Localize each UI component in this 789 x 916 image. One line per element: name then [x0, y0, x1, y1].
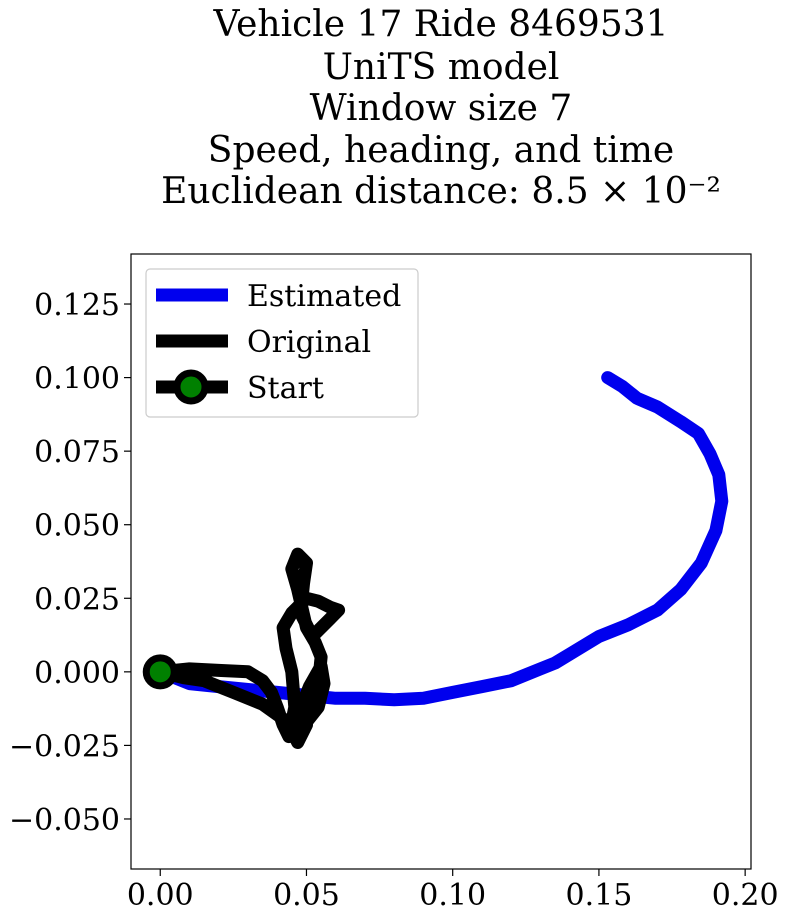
y-tick-label: −0.050 — [9, 803, 120, 838]
start-marker — [142, 654, 178, 690]
legend-start-marker — [173, 369, 209, 405]
series-line-estimated — [153, 371, 729, 707]
title-line-1: Vehicle 17 Ride 8469531 — [212, 4, 668, 45]
y-tick-label: −0.025 — [9, 729, 120, 764]
title-line-3: Window size 7 — [310, 88, 573, 129]
plot-area — [142, 371, 729, 749]
y-tick-label: 0.100 — [34, 362, 120, 397]
title-line-2: UniTS model — [323, 47, 560, 88]
series-line-original — [153, 547, 346, 749]
x-tick-label: 0.00 — [127, 878, 194, 913]
legend-label-estimated: Estimated — [247, 279, 401, 314]
y-tick-label: 0.125 — [34, 288, 120, 323]
legend-box — [145, 268, 419, 418]
legend-label-original: Original — [247, 325, 371, 360]
title-line-4: Speed, heading, and time — [208, 130, 674, 171]
title-line-5: Euclidean distance: 8.5 × 10⁻² — [161, 171, 721, 212]
legend: Estimated Original Start — [145, 268, 419, 418]
x-tick-label: 0.05 — [273, 878, 340, 913]
legend-label-start: Start — [247, 371, 324, 406]
axes: 0.00 0.05 0.10 0.15 0.20 −0.050 −0.025 0.000 0.0… — [9, 253, 779, 913]
y-tick-label: 0.075 — [34, 435, 120, 470]
plot-frame — [130, 253, 752, 870]
y-tick-label: 0.050 — [34, 509, 120, 544]
y-tick-label: 0.025 — [34, 582, 120, 617]
x-tick-label: 0.20 — [712, 878, 779, 913]
x-tick-label: 0.15 — [566, 878, 633, 913]
y-tick-label: 0.000 — [34, 656, 120, 691]
x-tick-label: 0.10 — [419, 878, 486, 913]
